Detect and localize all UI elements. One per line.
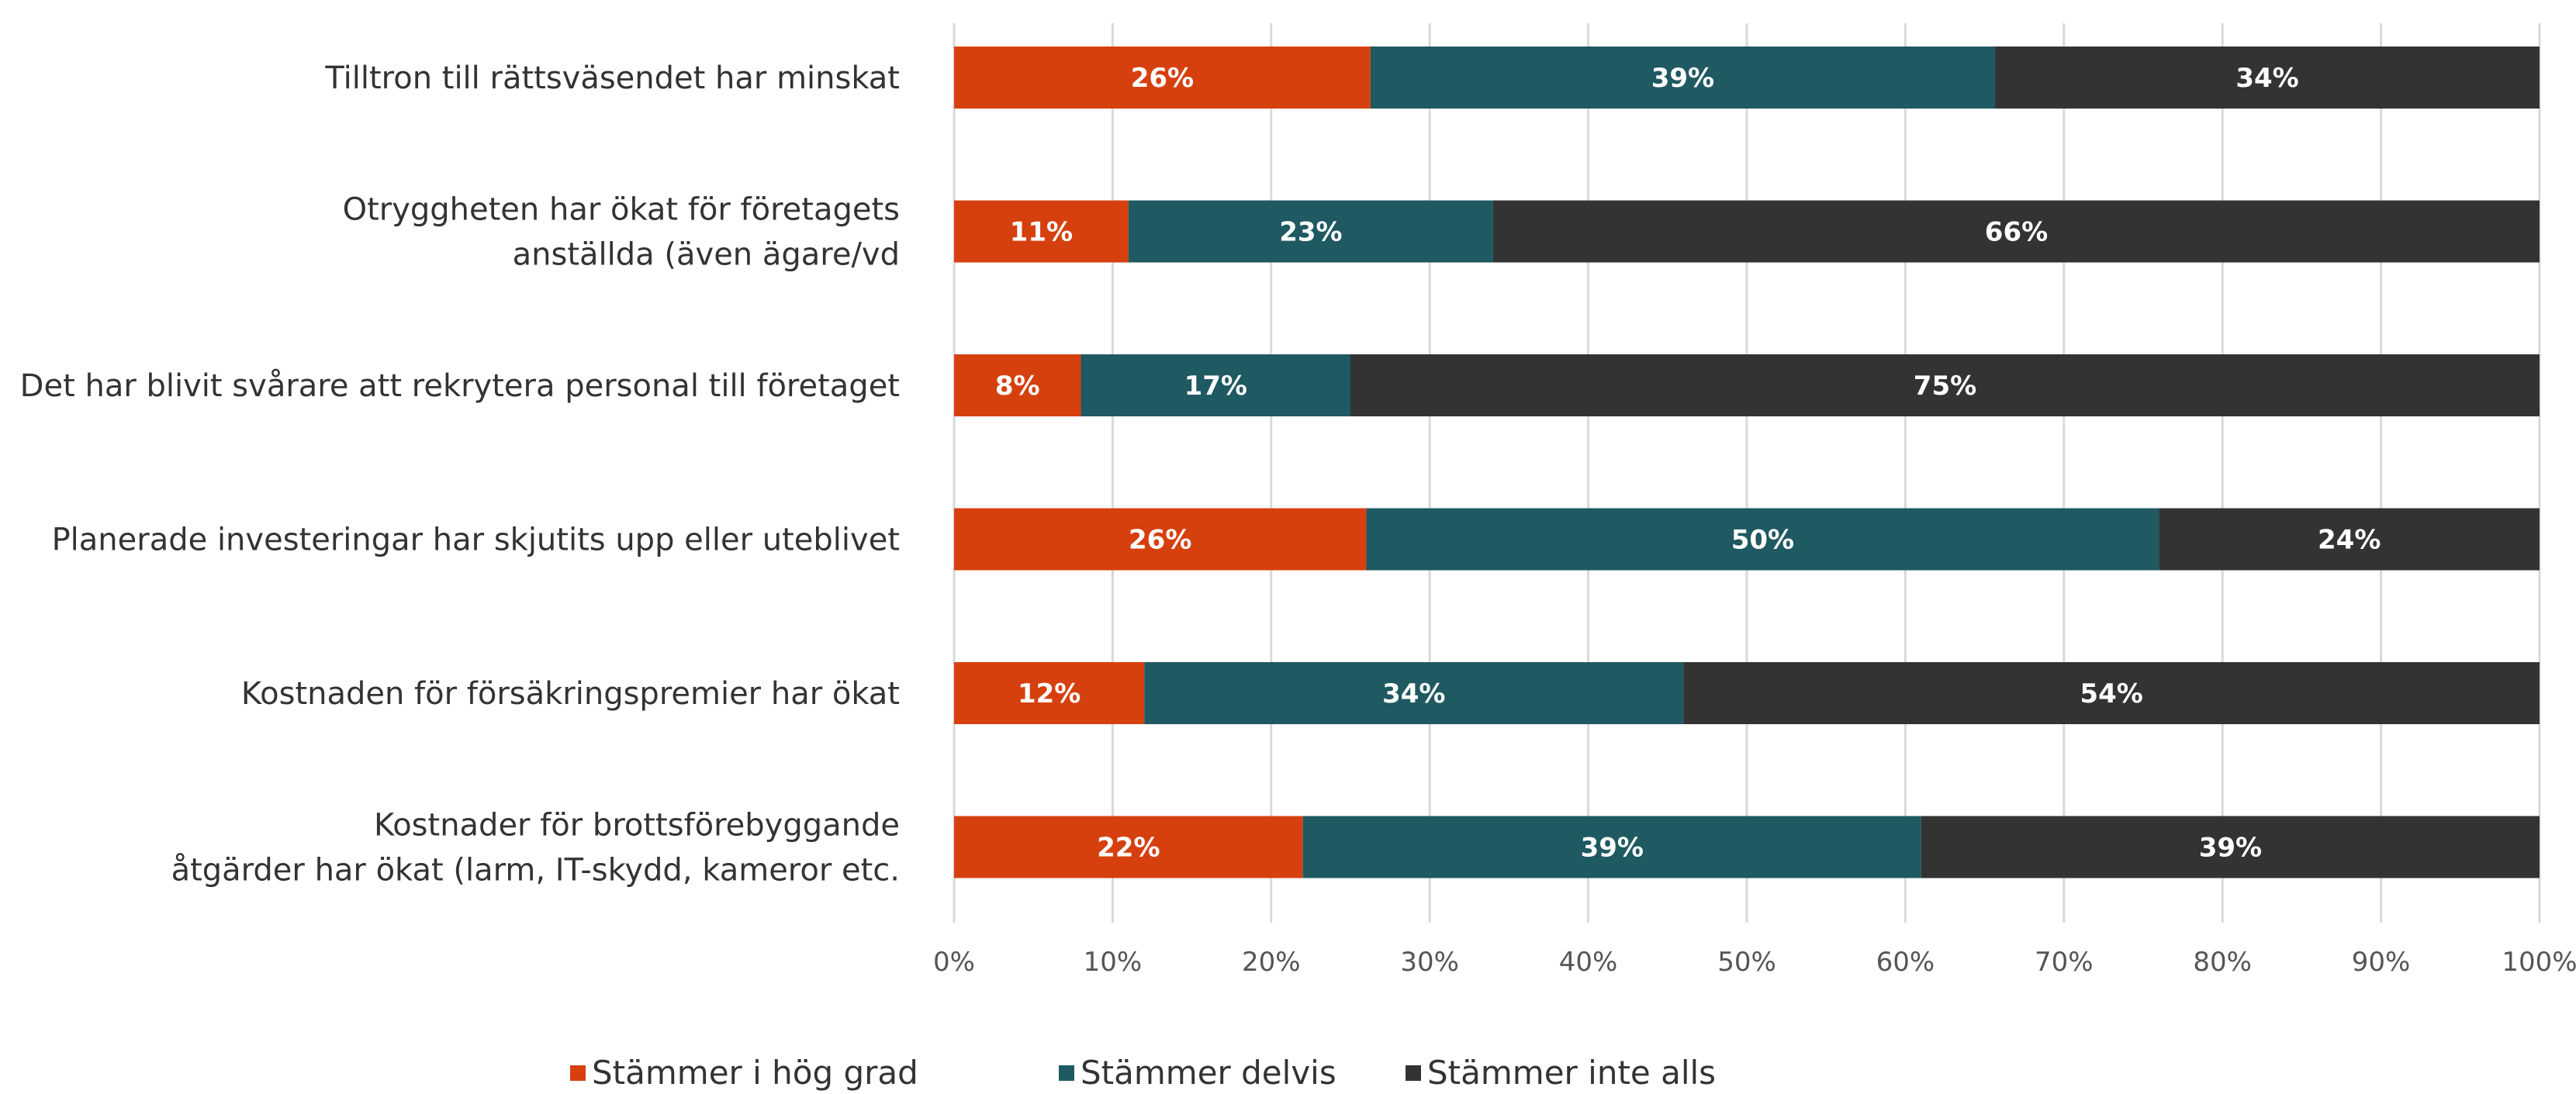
bar-segment (954, 354, 1081, 416)
category-labels: Tilltron till rättsväsendet har minskat O… (20, 60, 900, 889)
data-label: 26% (1129, 525, 1191, 556)
legend-swatch (1059, 1065, 1074, 1081)
bar-segment (2159, 508, 2540, 571)
bar-segment (1683, 662, 2540, 724)
x-axis-ticks: 0% 10% 20% 30% 40% 50% 60% 70% 80% 90% 100% (933, 947, 2576, 978)
data-label: 12% (1018, 678, 1081, 709)
legend-swatch (570, 1065, 586, 1081)
category-label: Kostnaden för försäkringspremier har öka… (241, 676, 900, 712)
x-tick-label: 20% (1242, 947, 1301, 978)
category-label: Det har blivit svårare att rekrytera per… (20, 368, 900, 404)
x-tick-label: 50% (1717, 947, 1776, 978)
bar-segment (1366, 508, 2159, 571)
data-label: 39% (1581, 833, 1644, 864)
data-label: 54% (2080, 678, 2142, 709)
category-label: Planerade investeringar har skjutits upp… (52, 523, 900, 558)
data-label: 34% (1382, 678, 1445, 709)
data-label: 22% (1097, 833, 1160, 864)
category-label: anställda (även ägare/vd (513, 237, 900, 273)
data-label: 23% (1279, 217, 1342, 248)
x-tick-label: 40% (1559, 947, 1618, 978)
x-tick-label: 60% (1876, 947, 1935, 978)
bar-segment (1081, 354, 1350, 416)
bar-segment (1128, 200, 1493, 263)
legend-swatch (1406, 1065, 1421, 1081)
bar-segment (1144, 662, 1684, 724)
data-label: 11% (1010, 217, 1073, 248)
x-tick-label: 0% (933, 947, 975, 978)
category-label: Tilltron till rättsväsendet har minskat (324, 60, 900, 96)
bar-segment (954, 508, 1367, 571)
x-tick-label: 80% (2193, 947, 2252, 978)
x-tick-label: 10% (1084, 947, 1143, 978)
legend-label: Stämmer i hög grad (592, 1054, 918, 1092)
data-label: 50% (1731, 525, 1794, 556)
x-tick-label: 70% (2035, 947, 2094, 978)
data-label: 24% (2318, 525, 2381, 556)
bar-segment (1921, 816, 2540, 878)
data-label: 17% (1184, 371, 1247, 402)
legend-label: Stämmer inte alls (1427, 1054, 1716, 1092)
category-label: åtgärder har ökat (larm, IT-skydd, kamer… (171, 853, 900, 889)
bar-segment (954, 47, 1371, 109)
data-label: 34% (2235, 63, 2298, 94)
category-label: Otryggheten har ökat för företagets (343, 192, 900, 228)
legend-label: Stämmer delvis (1081, 1054, 1336, 1092)
bar-segment (1995, 47, 2540, 109)
data-label: 75% (1914, 371, 1976, 402)
category-label: Kostnader för brottsförebyggande (374, 808, 900, 844)
bar-segment (954, 816, 1303, 878)
bar-segment (954, 662, 1145, 724)
x-tick-label: 30% (1400, 947, 1459, 978)
bar-segment (1302, 816, 1921, 878)
data-label: 66% (1985, 217, 2048, 248)
x-tick-label: 90% (2352, 947, 2411, 978)
data-label: 8% (995, 371, 1040, 402)
data-label: 39% (2199, 833, 2262, 864)
data-label: 26% (1131, 63, 1194, 94)
gridlines (953, 23, 2541, 923)
bar-segment (1350, 354, 2540, 416)
legend: Stämmer i hög grad Stämmer delvis Stämmer … (570, 1054, 1716, 1092)
bars: 26% 39% 34% 11% 23% 66% 8% 17% 75% 26% 50% 24% 12% 34… (954, 47, 2540, 878)
bar-segment (954, 200, 1129, 263)
x-tick-label: 100% (2502, 947, 2576, 978)
bar-segment (1370, 47, 1996, 109)
bar-segment (1492, 200, 2540, 263)
data-label: 39% (1651, 63, 1714, 94)
